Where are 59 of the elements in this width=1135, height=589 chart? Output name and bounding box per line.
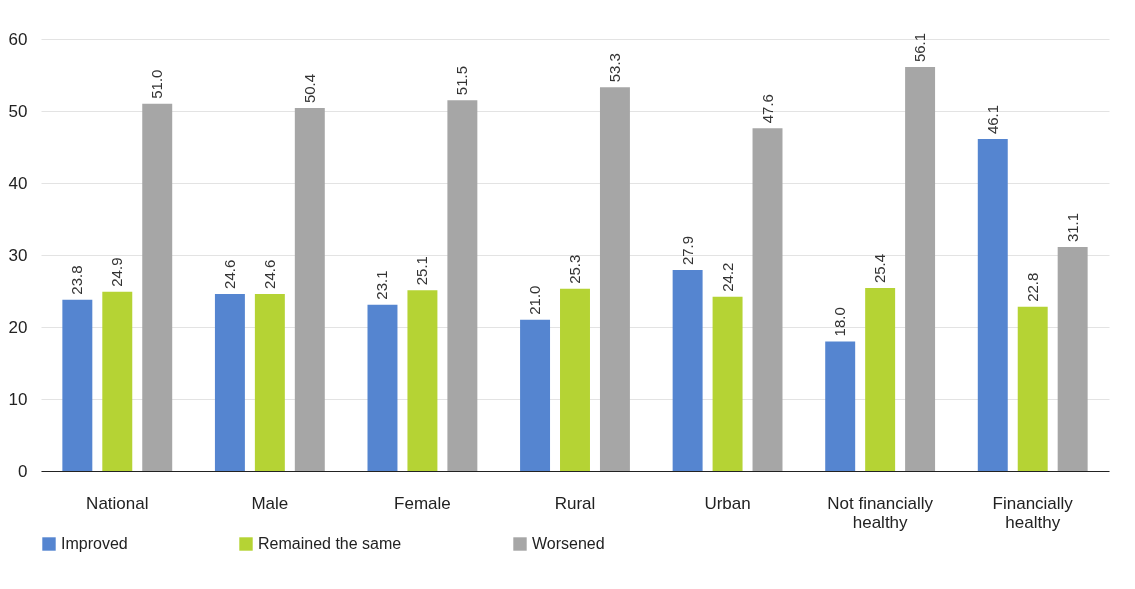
data-label: 25.1: [413, 256, 431, 286]
data-label: 18.0: [831, 307, 849, 337]
data-label: 31.1: [1063, 212, 1081, 243]
bar: [214, 293, 245, 471]
legend-label: Improved: [61, 535, 128, 552]
bar: [407, 290, 438, 471]
bar: [294, 108, 325, 471]
x-tick-label: Female: [394, 493, 451, 513]
data-label: 25.3: [566, 254, 583, 284]
bar: [367, 304, 398, 471]
y-tick-label: 60: [8, 29, 28, 49]
y-tick-label: 0: [18, 461, 28, 481]
data-label: 53.3: [605, 53, 623, 83]
bar: [447, 100, 478, 471]
bar: [599, 87, 630, 471]
y-tick-label: 30: [8, 245, 28, 265]
x-tick-label: Not financially healthy: [827, 493, 934, 532]
x-tick-label: National: [86, 493, 149, 513]
data-label: 24.6: [220, 259, 238, 289]
bar: [865, 288, 896, 471]
y-tick-label: 40: [8, 173, 28, 193]
data-label: 23.1: [373, 270, 391, 300]
legend-label: Worsened: [532, 535, 605, 552]
bar: [712, 296, 743, 471]
data-label: 56.1: [911, 32, 929, 63]
bar: [1017, 306, 1048, 471]
data-label: 27.9: [678, 235, 696, 266]
bar: [520, 319, 551, 471]
bar: [752, 128, 783, 471]
bar: [977, 139, 1008, 471]
data-label: 50.4: [300, 73, 318, 104]
bar: [905, 67, 936, 471]
data-label: 24.9: [108, 257, 126, 287]
bar: [102, 291, 133, 471]
bar: [142, 103, 173, 471]
bar: [62, 299, 93, 471]
bar: [254, 293, 285, 471]
data-label: 21.0: [526, 285, 544, 315]
bar: [825, 341, 856, 471]
bar: [1057, 247, 1088, 471]
bar: [672, 270, 703, 471]
bar: [560, 288, 590, 471]
data-label: 46.1: [983, 104, 1001, 135]
data-label: 22.8: [1023, 272, 1041, 302]
x-tick-label: Urban: [704, 493, 751, 513]
data-label: 47.6: [758, 94, 776, 124]
data-label: 51.0: [148, 69, 166, 99]
y-tick-label: 10: [8, 389, 28, 409]
x-tick-label: Male: [251, 493, 289, 513]
data-label: 51.5: [453, 66, 471, 96]
x-tick-label: Financially healthy: [992, 493, 1074, 532]
data-label: 24.2: [718, 262, 736, 292]
legend-label: Remained the same: [258, 535, 402, 552]
data-label: 25.4: [871, 253, 889, 284]
data-label: 24.6: [260, 259, 278, 289]
y-tick-label: 20: [8, 317, 28, 337]
data-label: 23.8: [68, 265, 86, 295]
y-tick-label: 50: [8, 101, 28, 121]
x-tick-label: Rural: [554, 493, 596, 513]
